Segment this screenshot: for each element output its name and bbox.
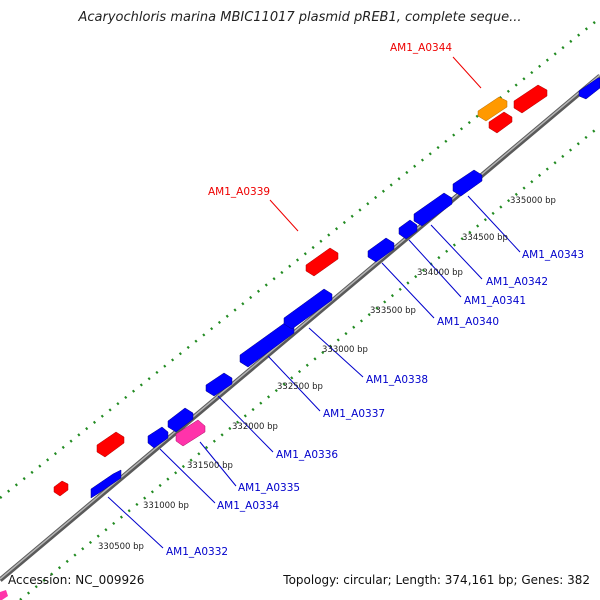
forward-genes <box>53 77 600 497</box>
forward-gene[interactable] <box>96 431 125 458</box>
forward-gene-labels: AM1_A0339 AM1_A0344 <box>208 42 452 198</box>
scale-label: 330500 bp <box>98 542 144 552</box>
reverse-gene[interactable] <box>578 77 600 100</box>
gene-label[interactable]: AM1_A0332 <box>166 546 228 558</box>
scale-label: 332500 bp <box>277 382 323 392</box>
forward-gene[interactable] <box>513 84 548 114</box>
scale-label: 331500 bp <box>187 461 233 471</box>
gene-label[interactable]: AM1_A0336 <box>276 449 338 461</box>
leader-line <box>267 355 321 412</box>
reverse-genes <box>90 169 483 499</box>
reverse-gene[interactable] <box>205 372 233 397</box>
scale-label: 332000 bp <box>232 422 278 432</box>
leader-line <box>308 327 364 378</box>
pink-gene[interactable] <box>175 419 206 447</box>
forward-gene[interactable] <box>53 480 69 497</box>
leader-line <box>269 199 299 232</box>
leader-line <box>381 262 435 319</box>
map-title: Acaryochloris marina MBIC11017 plasmid p… <box>78 10 522 25</box>
forward-label-leaders <box>269 56 482 232</box>
scale-label: 333000 bp <box>322 345 368 355</box>
genome-backbone-highlight <box>0 74 600 580</box>
accession-label: Accession: NC_009926 <box>8 573 145 587</box>
leader-line <box>452 56 482 89</box>
genome-backbone <box>0 74 600 582</box>
reverse-gene[interactable] <box>367 237 395 263</box>
scale-label: 334500 bp <box>462 233 508 243</box>
reverse-gene[interactable] <box>147 426 169 449</box>
gene-label[interactable]: AM1_A0343 <box>522 249 584 261</box>
outer-dotted-line <box>0 17 600 499</box>
scale-label: 335000 bp <box>510 196 556 206</box>
scale-label: 334000 bp <box>417 268 463 278</box>
leader-line <box>217 395 274 453</box>
gene-label[interactable]: AM1_A0334 <box>217 500 279 512</box>
outer-tick-track <box>0 17 600 499</box>
gene-label[interactable]: AM1_A0335 <box>238 482 300 494</box>
gene-label[interactable]: AM1_A0341 <box>464 295 526 307</box>
forward-gene[interactable] <box>305 247 339 277</box>
scale-labels: 330500 bp 331000 bp 331500 bp 332000 bp … <box>98 196 556 552</box>
pink-gene-fragment[interactable] <box>0 590 8 600</box>
gene-label[interactable]: AM1_A0339 <box>208 186 270 198</box>
reverse-gene[interactable] <box>413 192 453 227</box>
leader-line <box>467 195 521 253</box>
reverse-label-leaders <box>107 195 521 549</box>
reverse-gene[interactable] <box>283 288 333 330</box>
reverse-gene[interactable] <box>239 321 295 368</box>
leader-line <box>199 441 237 487</box>
gene-label[interactable]: AM1_A0342 <box>486 276 548 288</box>
gene-label[interactable]: AM1_A0344 <box>390 42 452 54</box>
reverse-gene[interactable] <box>167 407 194 433</box>
reverse-gene[interactable] <box>452 169 483 197</box>
scale-label: 331000 bp <box>143 501 189 511</box>
scale-label: 333500 bp <box>370 306 416 316</box>
gene-label[interactable]: AM1_A0338 <box>366 374 428 386</box>
reverse-gene[interactable] <box>398 219 418 240</box>
gene-label[interactable]: AM1_A0337 <box>323 408 385 420</box>
topology-summary: Topology: circular; Length: 374,161 bp; … <box>283 573 590 587</box>
orange-gene[interactable] <box>477 96 508 122</box>
reverse-gene[interactable] <box>90 469 122 499</box>
leader-line <box>408 239 462 298</box>
leader-line <box>159 448 216 504</box>
reverse-gene-labels: AM1_A0332 AM1_A0334 AM1_A0335 AM1_A0336 … <box>166 249 584 558</box>
forward-gene[interactable] <box>488 111 513 134</box>
leader-line <box>107 496 164 549</box>
gene-label[interactable]: AM1_A0340 <box>437 316 499 328</box>
leader-line <box>430 224 483 280</box>
